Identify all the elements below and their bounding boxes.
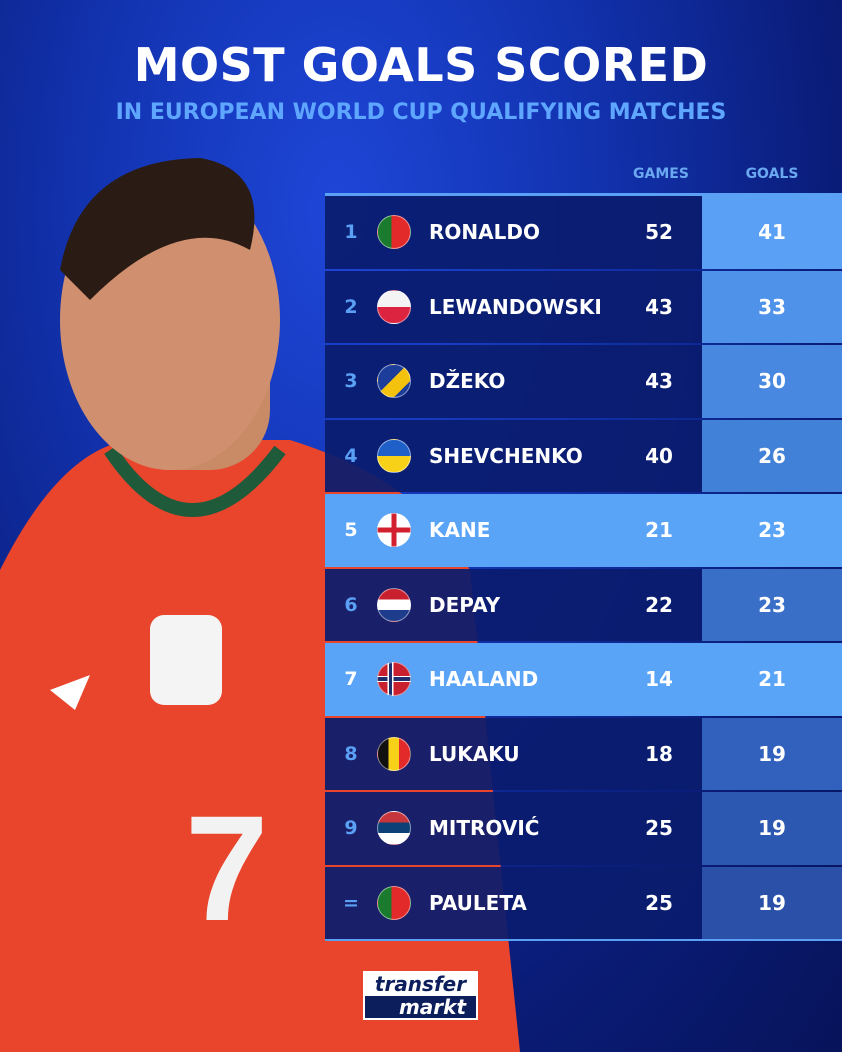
goals-column-header: GOALS <box>745 166 799 182</box>
player-name: HAALAND <box>429 667 539 692</box>
games-value: 21 <box>645 518 673 543</box>
games-value: 43 <box>645 369 673 394</box>
transfermarkt-logo: transfer markt <box>363 971 478 1020</box>
player-name: KANE <box>429 518 491 543</box>
table-row: 7 HAALAND 14 21 <box>325 643 842 716</box>
portugal-flag-icon <box>377 215 411 250</box>
logo-line-1: transfer <box>365 973 476 996</box>
games-value: 14 <box>645 667 673 692</box>
netherlands-flag-icon <box>377 587 411 622</box>
goals-value: 19 <box>702 717 842 790</box>
goals-value: 23 <box>702 568 842 641</box>
goals-value: 19 <box>702 792 842 865</box>
table-row: 6 DEPAY 22 23 <box>325 568 842 641</box>
logo-line-2: markt <box>365 995 476 1018</box>
table-top-divider <box>325 193 842 196</box>
page-title: MOST GOALS SCORED <box>133 38 709 92</box>
rank: 8 <box>344 742 358 765</box>
goals-value: 23 <box>702 494 842 567</box>
player-name: PAULETA <box>429 890 527 915</box>
table-row: 1 RONALDO 52 41 <box>325 196 842 269</box>
games-value: 43 <box>645 294 673 319</box>
games-value: 25 <box>645 816 673 841</box>
player-name: DEPAY <box>429 592 501 617</box>
player-name: RONALDO <box>429 220 540 245</box>
games-value: 22 <box>645 592 673 617</box>
goals-value: 33 <box>702 270 842 343</box>
player-name: LUKAKU <box>429 741 520 766</box>
serbia-flag-icon <box>377 811 411 846</box>
rank: 6 <box>344 593 358 616</box>
table-row: 8 LUKAKU 18 19 <box>325 717 842 790</box>
games-value: 25 <box>645 890 673 915</box>
rank: 4 <box>344 444 358 467</box>
games-value: 40 <box>645 443 673 468</box>
rank: 1 <box>344 221 358 244</box>
goals-value: 41 <box>702 196 842 269</box>
shirt-number: 7 <box>185 784 268 952</box>
table-row: 2 LEWANDOWSKI 43 33 <box>325 270 842 343</box>
rank: = <box>343 891 359 914</box>
belgium-flag-icon <box>377 736 411 771</box>
goals-value: 19 <box>702 866 842 939</box>
player-name: DŽEKO <box>429 369 506 394</box>
bosnia-flag-icon <box>377 364 411 399</box>
rank: 9 <box>344 817 358 840</box>
poland-flag-icon <box>377 289 411 324</box>
table-row: 5 KANE 21 23 <box>325 494 842 567</box>
goals-value: 30 <box>702 345 842 418</box>
portugal-flag-icon <box>377 885 411 920</box>
games-value: 18 <box>645 741 673 766</box>
page-subtitle: IN EUROPEAN WORLD CUP QUALIFYING MATCHES <box>115 100 727 125</box>
ukraine-flag-icon <box>377 438 411 473</box>
rank: 2 <box>344 295 358 318</box>
rank: 5 <box>344 519 358 542</box>
player-name: SHEVCHENKO <box>429 443 583 468</box>
goals-value: 26 <box>702 419 842 492</box>
table-row: 9 MITROVIĆ 25 19 <box>325 792 842 865</box>
norway-flag-icon <box>377 662 411 697</box>
rank: 7 <box>344 668 358 691</box>
table-row: = PAULETA 25 19 <box>325 866 842 939</box>
games-value: 52 <box>645 220 673 245</box>
table-row: 4 SHEVCHENKO 40 26 <box>325 419 842 492</box>
england-flag-icon <box>377 513 411 548</box>
ranking-table: 1 RONALDO 52 41 2 LEWANDOWSKI 43 33 3 DŽEK… <box>325 196 842 941</box>
player-name: LEWANDOWSKI <box>429 294 602 319</box>
table-bottom-divider <box>325 939 842 941</box>
games-column-header: GAMES <box>633 166 689 182</box>
table-row: 3 DŽEKO 43 30 <box>325 345 842 418</box>
goals-value: 21 <box>702 643 842 716</box>
rank: 3 <box>344 370 358 393</box>
player-name: MITROVIĆ <box>429 816 540 841</box>
